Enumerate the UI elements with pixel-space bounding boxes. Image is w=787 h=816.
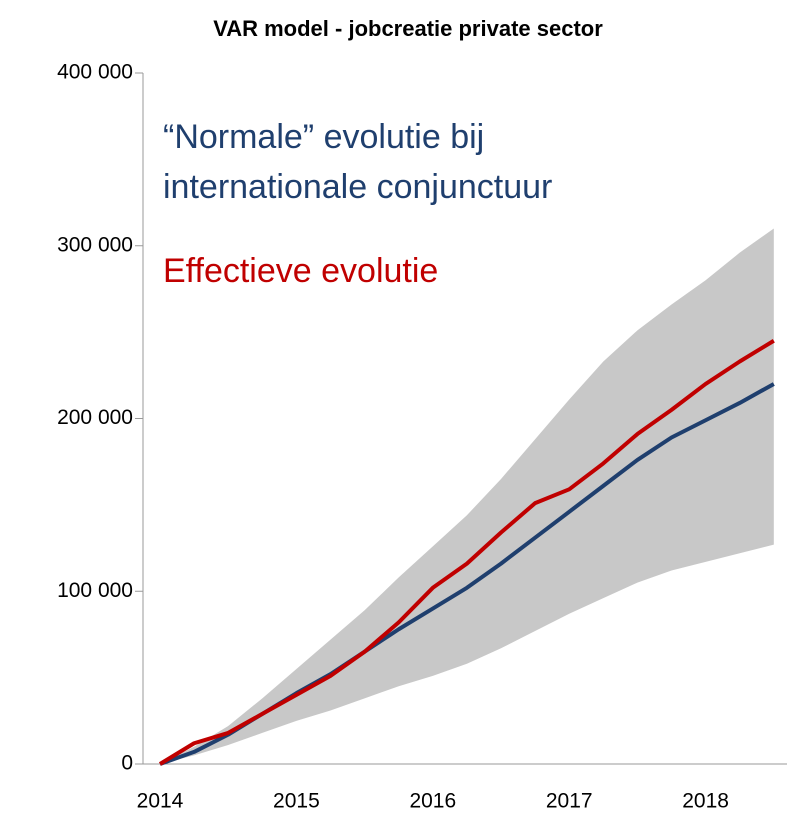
- x-tick-label: 2015: [273, 790, 320, 813]
- y-tick-label: 200 000: [57, 406, 133, 429]
- x-tick-label: 2017: [546, 790, 593, 813]
- y-tick-label: 400 000: [57, 61, 133, 84]
- series-line: [158, 339, 775, 766]
- legend-entry: Effectieve evolutie: [163, 252, 439, 290]
- y-tick-label: 0: [121, 752, 133, 775]
- y-tick-label: 300 000: [57, 233, 133, 256]
- x-tick-label: 2018: [682, 790, 729, 813]
- x-tick-label: 2014: [137, 790, 184, 813]
- legend-entry: “Normale” evolutie bij internationale co…: [163, 118, 553, 206]
- confidence-band: [160, 228, 774, 765]
- x-tick-label: 2016: [409, 790, 456, 813]
- y-tick-label: 100 000: [57, 579, 133, 602]
- chart-title: VAR model - jobcreatie private sector: [213, 16, 603, 41]
